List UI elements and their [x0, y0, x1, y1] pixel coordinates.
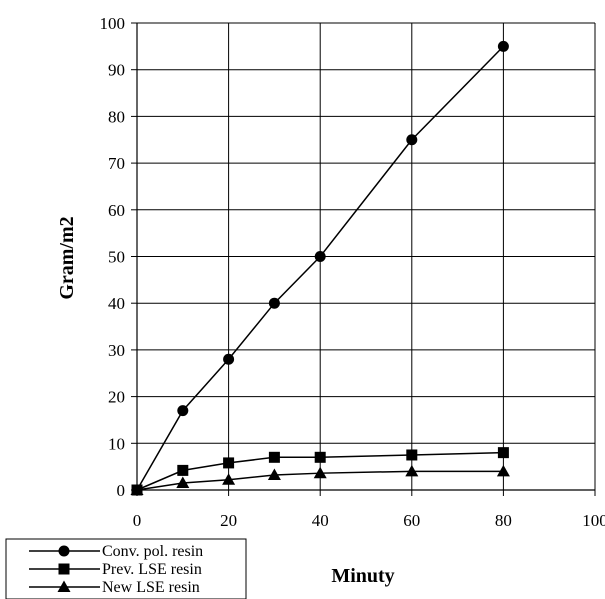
series-triangle	[130, 464, 510, 495]
x-tick-label: 0	[133, 511, 142, 530]
legend-marker	[58, 563, 70, 575]
x-tick-label: 80	[495, 511, 512, 530]
data-point	[222, 473, 236, 485]
y-tick-label: 80	[108, 107, 125, 126]
legend-marker	[57, 580, 71, 592]
axes	[131, 22, 596, 496]
plot-series	[130, 40, 510, 496]
data-point	[130, 483, 144, 495]
data-point	[177, 405, 189, 417]
x-tick-label: 100	[582, 511, 605, 530]
x-tick-label: 40	[312, 511, 329, 530]
legend-entry: Conv. pol. resin	[29, 543, 203, 560]
legend-label: New LSE resin	[102, 579, 200, 596]
y-tick-label: 30	[108, 341, 125, 360]
grid-lines	[136, 22, 596, 491]
y-tick-label: 20	[108, 388, 125, 407]
y-tick-labels: 0 10 20 30 40 50 60 70 80 90 100	[100, 14, 126, 500]
x-tick-labels: 0 20 40 60 80 100	[133, 511, 605, 530]
x-tick-label: 20	[220, 511, 237, 530]
y-axis-label: Gram/m2	[56, 216, 78, 299]
legend-label: Conv. pol. resin	[102, 543, 203, 560]
data-point	[268, 451, 280, 463]
y-tick-label: 70	[108, 154, 125, 173]
data-point	[267, 468, 281, 481]
data-point	[406, 134, 418, 146]
data-point	[314, 451, 326, 463]
y-tick-label: 90	[108, 61, 125, 80]
x-axis-label: Minuty	[331, 565, 394, 587]
data-point	[223, 353, 235, 365]
y-tick-label: 50	[108, 248, 125, 267]
legend-marker	[58, 545, 70, 557]
data-point	[406, 449, 418, 461]
y-tick-label: 100	[100, 14, 126, 33]
data-point	[177, 464, 189, 476]
data-point	[268, 297, 280, 309]
legend-label: Prev. LSE resin	[102, 561, 202, 578]
y-tick-label: 40	[108, 294, 125, 313]
data-point	[497, 447, 509, 459]
data-point	[496, 464, 510, 477]
y-tick-label: 0	[117, 481, 126, 500]
data-point	[405, 464, 419, 477]
legend-entry: New LSE resin	[29, 579, 200, 596]
data-point	[313, 466, 327, 479]
x-tick-label: 60	[403, 511, 420, 530]
y-tick-label: 10	[108, 434, 125, 453]
data-point	[497, 40, 509, 52]
data-point	[176, 476, 190, 488]
data-point	[314, 251, 326, 262]
data-point	[223, 457, 235, 469]
legend-entry: Prev. LSE resin	[29, 561, 202, 578]
y-tick-label: 60	[108, 201, 125, 220]
